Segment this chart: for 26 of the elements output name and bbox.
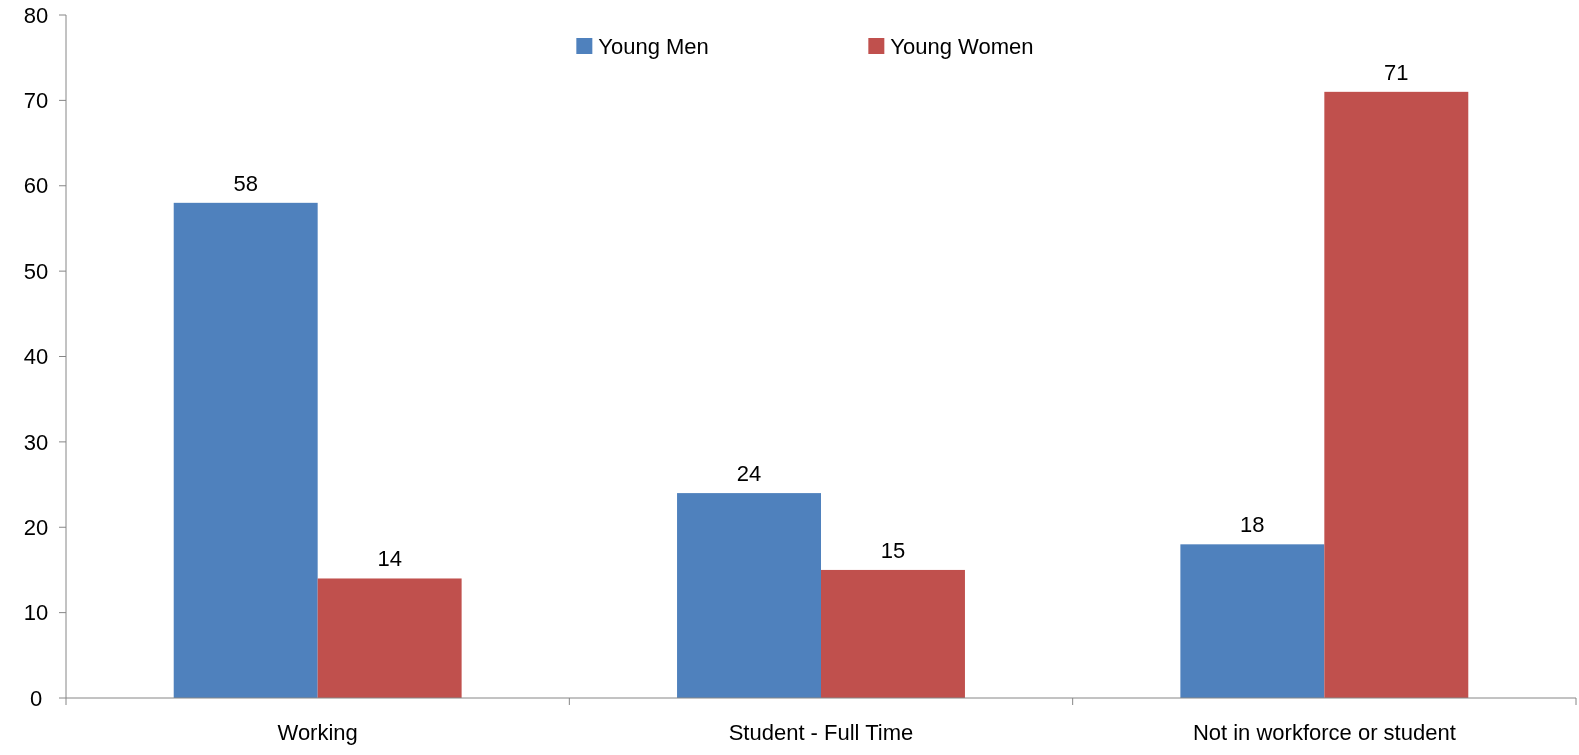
data-label: 58	[233, 170, 258, 196]
bar	[1180, 544, 1325, 698]
y-tick-label: 30	[23, 429, 49, 455]
bar	[821, 569, 965, 698]
y-tick-label: 20	[23, 514, 49, 540]
y-tick-label: 60	[23, 173, 49, 199]
data-label: 24	[736, 461, 762, 487]
bar	[173, 202, 318, 698]
legend-label: Young Men	[598, 33, 709, 59]
data-label: 18	[1240, 512, 1265, 538]
y-tick-label: 50	[23, 258, 49, 284]
legend-label: Young Women	[890, 33, 1034, 59]
bar	[317, 578, 462, 698]
y-tick-label: 10	[23, 600, 49, 626]
y-tick-label: 0	[29, 685, 43, 711]
y-tick-label: 80	[23, 2, 49, 28]
x-tick-label: Student - Full Time	[728, 720, 914, 745]
y-tick-label: 40	[23, 344, 49, 370]
data-label: 71	[1384, 59, 1409, 85]
data-label: 15	[880, 537, 906, 563]
bar	[677, 493, 821, 698]
data-label: 14	[377, 546, 402, 572]
x-tick-label: Not in workforce or student	[1192, 720, 1456, 745]
bar	[1324, 91, 1469, 698]
x-tick-label: Working	[277, 720, 358, 745]
y-tick-label: 70	[23, 88, 49, 114]
